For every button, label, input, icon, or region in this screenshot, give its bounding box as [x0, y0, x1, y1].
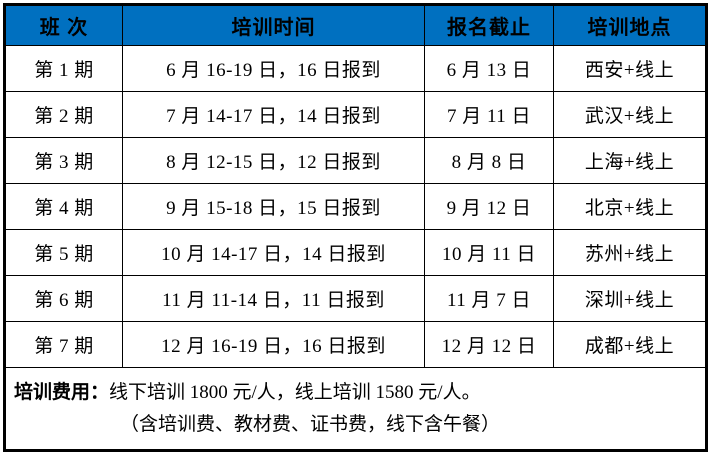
deadline-cell: 9 月 12 日 [424, 183, 554, 230]
location-cell: 深圳+线上 [553, 275, 707, 322]
header-session: 班 次 [4, 4, 123, 46]
fee-label: 培训费用： [14, 382, 110, 404]
header-location: 培训地点 [553, 4, 707, 46]
table-row: 第 4 期 9 月 15-18 日，15 日报到 9 月 12 日 北京+线上 [4, 183, 707, 230]
time-cell: 10 月 14-17 日，14 日报到 [122, 229, 425, 276]
deadline-cell: 6 月 13 日 [424, 45, 554, 92]
training-schedule-table: 班 次 培训时间 报名截止 培训地点 第 1 期 6 月 16-19 日，16 … [3, 3, 708, 452]
table-row: 第 6 期 11 月 11-14 日，11 日报到 11 月 7 日 深圳+线上 [4, 275, 707, 322]
location-cell: 西安+线上 [553, 45, 707, 92]
location-cell: 上海+线上 [553, 137, 707, 184]
fee-row: 培训费用：线下培训 1800 元/人，线上培训 1580 元/人。 （含培训费、… [4, 367, 707, 451]
time-cell: 6 月 16-19 日，16 日报到 [122, 45, 425, 92]
deadline-cell: 10 月 11 日 [424, 229, 554, 276]
session-cell: 第 2 期 [4, 91, 123, 138]
session-cell: 第 5 期 [4, 229, 123, 276]
time-cell: 7 月 14-17 日，14 日报到 [122, 91, 425, 138]
time-cell: 11 月 11-14 日，11 日报到 [122, 275, 425, 322]
fee-line1: 线下培训 1800 元/人，线上培训 1580 元/人。 [109, 382, 481, 404]
table-row: 第 5 期 10 月 14-17 日，14 日报到 10 月 11 日 苏州+线… [4, 229, 707, 276]
table-row: 第 2 期 7 月 14-17 日，14 日报到 7 月 11 日 武汉+线上 [4, 91, 707, 138]
fee-note: 培训费用：线下培训 1800 元/人，线上培训 1580 元/人。 （含培训费、… [4, 367, 707, 451]
header-row: 班 次 培训时间 报名截止 培训地点 [4, 4, 707, 46]
deadline-cell: 12 月 12 日 [424, 321, 554, 368]
location-cell: 成都+线上 [553, 321, 707, 368]
location-cell: 苏州+线上 [553, 229, 707, 276]
header-deadline: 报名截止 [424, 4, 554, 46]
session-cell: 第 6 期 [4, 275, 123, 322]
location-cell: 北京+线上 [553, 183, 707, 230]
session-cell: 第 3 期 [4, 137, 123, 184]
time-cell: 9 月 15-18 日，15 日报到 [122, 183, 425, 230]
time-cell: 12 月 16-19 日，16 日报到 [122, 321, 425, 368]
table-row: 第 1 期 6 月 16-19 日，16 日报到 6 月 13 日 西安+线上 [4, 45, 707, 92]
deadline-cell: 8 月 8 日 [424, 137, 554, 184]
time-cell: 8 月 12-15 日，12 日报到 [122, 137, 425, 184]
deadline-cell: 7 月 11 日 [424, 91, 554, 138]
deadline-cell: 11 月 7 日 [424, 275, 554, 322]
session-cell: 第 7 期 [4, 321, 123, 368]
header-time: 培训时间 [122, 4, 425, 46]
table-row: 第 7 期 12 月 16-19 日，16 日报到 12 月 12 日 成都+线… [4, 321, 707, 368]
table-row: 第 3 期 8 月 12-15 日，12 日报到 8 月 8 日 上海+线上 [4, 137, 707, 184]
location-cell: 武汉+线上 [553, 91, 707, 138]
session-cell: 第 1 期 [4, 45, 123, 92]
session-cell: 第 4 期 [4, 183, 123, 230]
fee-line2: （含培训费、教材费、证书费，线下含午餐） [120, 413, 501, 435]
